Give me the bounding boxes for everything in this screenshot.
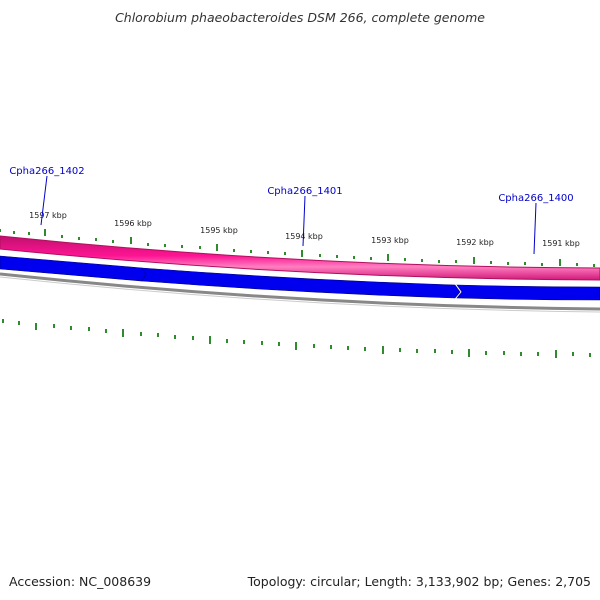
gc-content-band <box>0 235 600 281</box>
scale-label-1596: 1596 kbp <box>114 219 152 228</box>
scale-label-1592: 1592 kbp <box>456 238 494 247</box>
gene-arrow-cpha266-1401[interactable] <box>141 267 461 299</box>
scale-label-1593: 1593 kbp <box>371 236 409 245</box>
gene-label-cpha266-1402[interactable]: Cpha266_1402 <box>9 166 84 177</box>
accession-text: Accession: NC_008639 <box>9 574 152 589</box>
gene-leader-cpha266-1401 <box>302 195 306 247</box>
gene-arrow-cpha266-1400[interactable] <box>456 284 600 301</box>
map-title: Chlorobium phaeobacteroides DSM 266, com… <box>115 10 485 25</box>
backbone-line <box>0 272 600 311</box>
lower-tick-ring <box>2 319 591 358</box>
gene-leader-cpha266-1400 <box>533 202 537 255</box>
gene-label-cpha266-1401[interactable]: Cpha266_1401 <box>267 186 342 197</box>
scale-label-1595: 1595 kbp <box>200 226 238 235</box>
upper-tick-ring <box>0 229 595 267</box>
gene-labels: Cpha266_1402 Cpha266_1401 Cpha266_1400 <box>9 166 574 255</box>
scale-label-1597: 1597 kbp <box>29 211 67 220</box>
scale-label-1594: 1594 kbp <box>285 232 323 241</box>
scale-labels: 1597 kbp 1596 kbp 1595 kbp 1594 kbp 1593… <box>29 211 580 248</box>
gene-track <box>0 255 600 301</box>
gene-label-cpha266-1400[interactable]: Cpha266_1400 <box>498 193 573 204</box>
genome-summary-text: Topology: circular; Length: 3,133,902 bp… <box>247 574 591 589</box>
scale-label-1591: 1591 kbp <box>542 239 580 248</box>
gene-leader-cpha266-1402 <box>40 175 48 226</box>
